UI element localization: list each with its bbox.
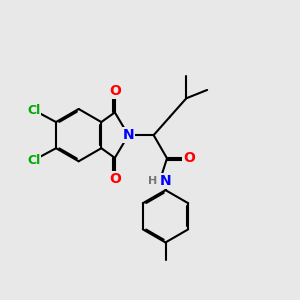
Text: O: O bbox=[183, 151, 195, 165]
Text: Cl: Cl bbox=[27, 154, 40, 166]
Text: Cl: Cl bbox=[27, 104, 40, 117]
Text: O: O bbox=[109, 84, 121, 98]
Text: N: N bbox=[123, 128, 134, 142]
Text: H: H bbox=[148, 176, 158, 186]
Text: O: O bbox=[109, 172, 121, 186]
Text: N: N bbox=[160, 174, 171, 188]
